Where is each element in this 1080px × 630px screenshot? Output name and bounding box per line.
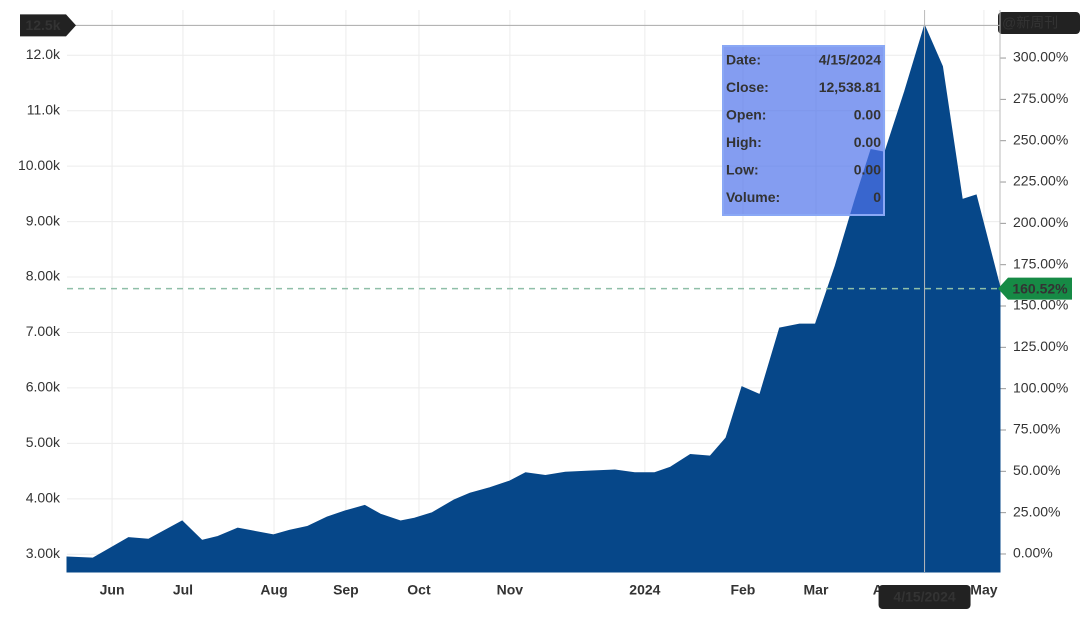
crosshair-y-label: 12.5k xyxy=(25,17,60,33)
y2-tick-label: 125.00% xyxy=(1013,338,1068,354)
y2-tick-label: 150.00% xyxy=(1013,297,1068,313)
tooltip-value: 4/15/2024 xyxy=(819,52,881,68)
x-tick-label: Sep xyxy=(333,582,359,598)
y2-tick-label: 225.00% xyxy=(1013,173,1068,189)
y2-tick-label: 25.00% xyxy=(1013,503,1060,519)
x-tick-label: May xyxy=(970,582,997,598)
y2-tick-label: 300.00% xyxy=(1013,49,1068,65)
y-tick-label: 7.00k xyxy=(26,323,61,339)
tooltip-value: 0.00 xyxy=(854,162,881,178)
y2-tick-label: 200.00% xyxy=(1013,214,1068,230)
y2-tick-label: 250.00% xyxy=(1013,131,1068,147)
tooltip-key: Low: xyxy=(726,162,759,178)
y-tick-label: 6.00k xyxy=(26,379,61,395)
tooltip-box xyxy=(722,45,885,216)
x-tick-label: 2024 xyxy=(629,582,660,598)
x-tick-label: Jul xyxy=(173,582,193,598)
y-tick-label: 4.00k xyxy=(26,490,61,506)
x-tick-label: Jun xyxy=(100,582,125,598)
x-tick-label: Oct xyxy=(407,582,431,598)
right-crosshair-label-box xyxy=(998,12,1080,34)
y-tick-label: 8.00k xyxy=(26,268,61,284)
y2-tick-label: 0.00% xyxy=(1013,545,1053,561)
y-tick-label: 3.00k xyxy=(26,545,61,561)
y2-tick-label: 75.00% xyxy=(1013,421,1060,437)
tooltip-key: Volume: xyxy=(726,189,780,205)
y2-tick-label: 175.00% xyxy=(1013,255,1068,271)
x-tick-label: Aug xyxy=(260,582,287,598)
crosshair-x-label: 4/15/2024 xyxy=(893,589,955,605)
y2-tick-label: 50.00% xyxy=(1013,462,1060,478)
x-tick-label: Nov xyxy=(497,582,524,598)
tooltip-key: Open: xyxy=(726,107,766,123)
y2-tick-label: 100.00% xyxy=(1013,379,1068,395)
y-tick-label: 10.00k xyxy=(18,157,61,173)
crosshair-x-box xyxy=(878,585,971,609)
tooltip-key: Date: xyxy=(726,52,761,68)
last-value-label: 160.52% xyxy=(1012,280,1068,296)
y-tick-label: 11.0k xyxy=(27,101,61,117)
y-tick-label: 5.00k xyxy=(26,434,61,450)
last-value-box xyxy=(998,277,1072,300)
x-tick-label: Mar xyxy=(804,582,829,598)
x-tick-label: Feb xyxy=(730,582,755,598)
tooltip-value: 12,538.81 xyxy=(819,79,881,95)
y2-tick-label: 275.00% xyxy=(1013,90,1068,106)
area xyxy=(66,23,1001,573)
crosshair-y-box xyxy=(20,14,76,37)
tooltip-value: 0 xyxy=(873,189,881,205)
y-tick-label: 9.00k xyxy=(26,212,61,228)
tooltip-key: High: xyxy=(726,134,762,150)
y-tick-label: 12.0k xyxy=(26,46,61,62)
watermark: @新周刊 xyxy=(1002,15,1058,31)
tooltip-value: 0.00 xyxy=(854,107,881,123)
tooltip-value: 0.00 xyxy=(854,134,881,150)
tooltip-key: Close: xyxy=(726,79,769,95)
